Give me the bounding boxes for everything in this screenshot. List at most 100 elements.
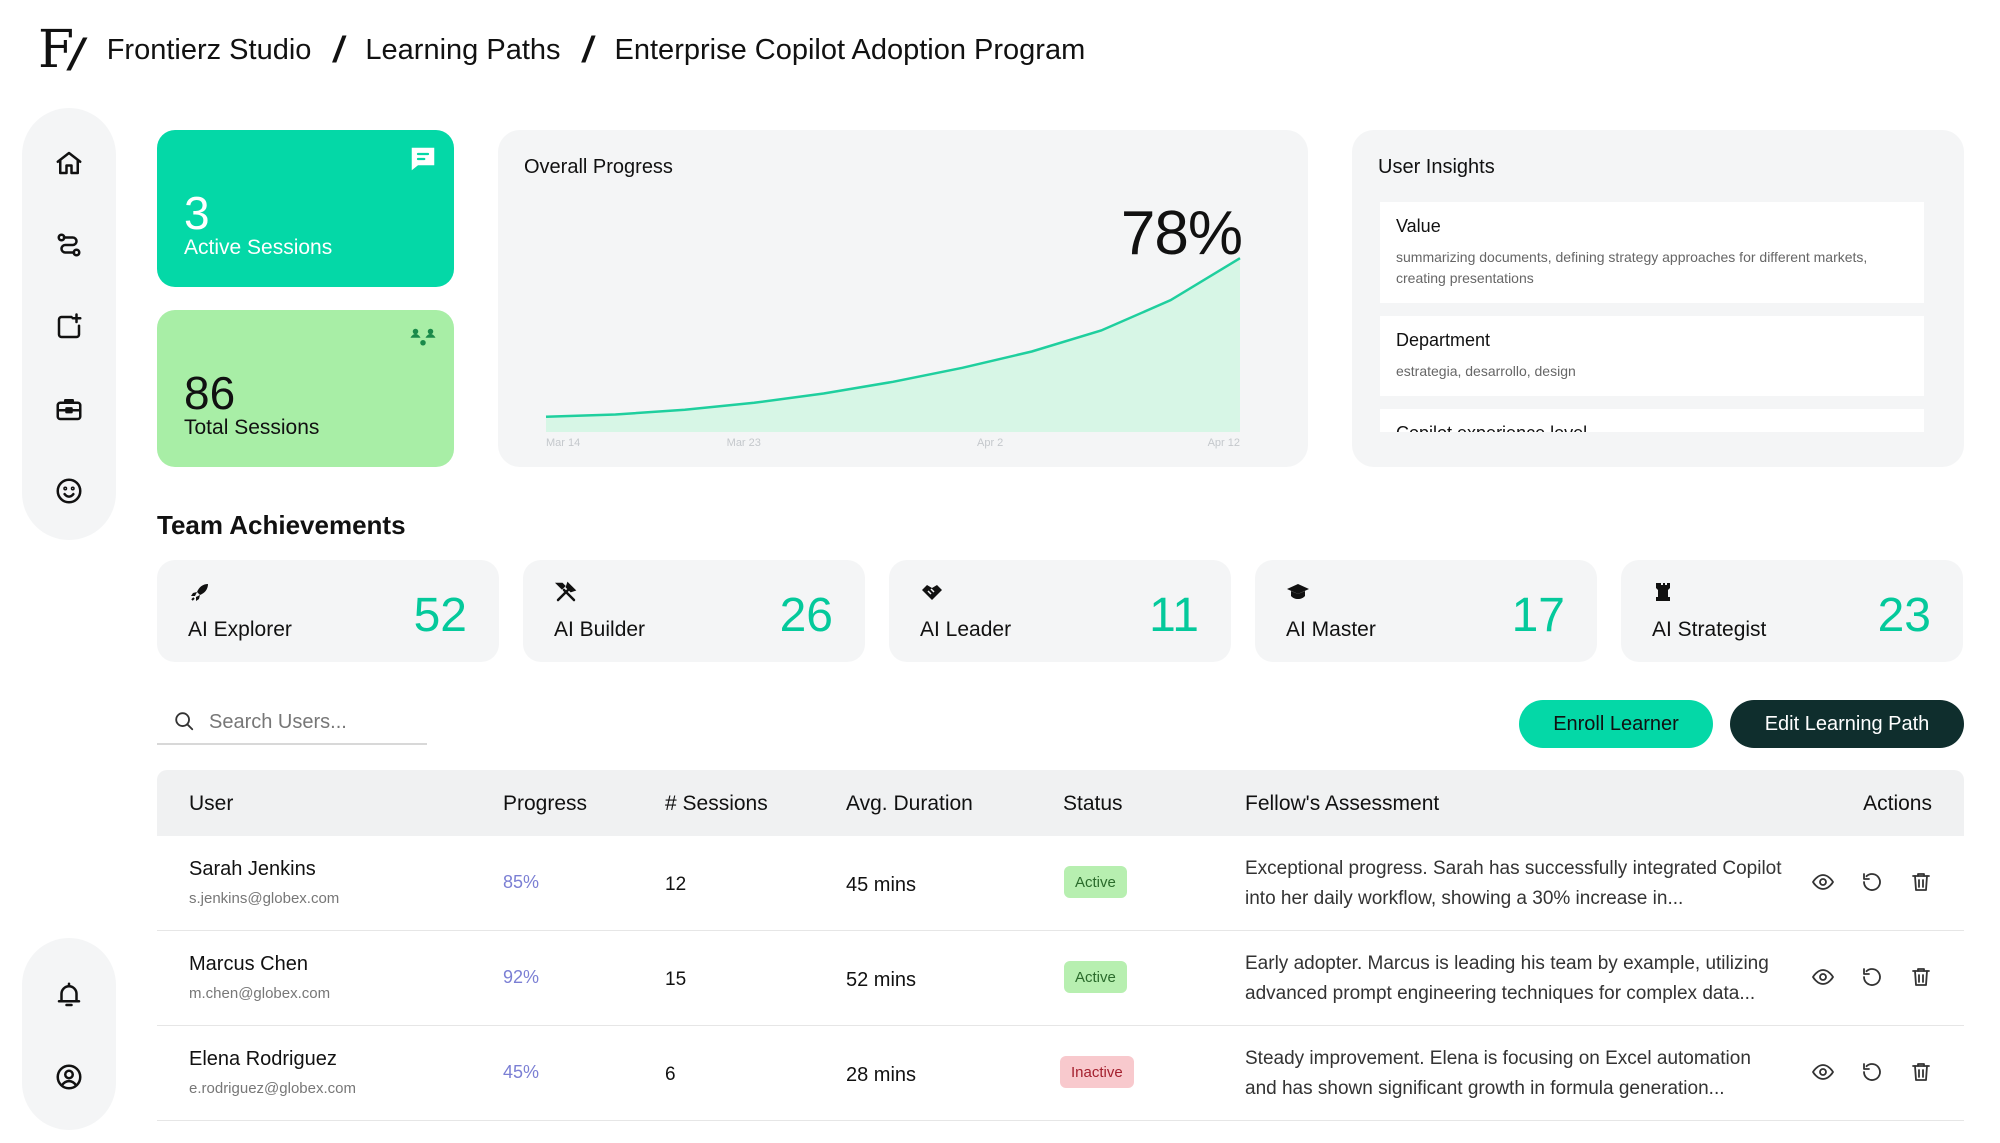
table-row[interactable]: Elena Rodriguez e.rodriguez@globex.com 4… (157, 1026, 1964, 1121)
people-icon (410, 328, 436, 346)
status-badge: Active (1064, 961, 1127, 993)
sidebar-utility (22, 938, 116, 1130)
column-header-assessment[interactable]: Fellow's Assessment (1245, 792, 1440, 815)
chess-rook-icon (1656, 583, 1670, 601)
achievement-ai-explorer: AI Explorer 52 (157, 560, 499, 662)
achievement-count: 17 (1511, 589, 1565, 642)
user-sessions: 15 (665, 969, 687, 990)
total-sessions-card: 86 Total Sessions (157, 310, 454, 467)
search-input[interactable] (209, 708, 419, 736)
trash-icon[interactable] (1907, 963, 1934, 990)
search-bar (157, 700, 427, 745)
achievement-label: AI Builder (554, 618, 646, 641)
user-email: e.rodriguez@globex.com (189, 1080, 356, 1097)
bell-icon[interactable] (48, 974, 90, 1016)
user-sessions: 12 (665, 874, 687, 895)
insight-label: Department (1396, 330, 1491, 350)
achievement-ai-builder: AI Builder 26 (523, 560, 865, 662)
insight-experience: Copilot experience level (1380, 409, 1924, 432)
achievement-ai-master: AI Master 17 (1255, 560, 1597, 662)
insight-label: Value (1396, 216, 1441, 236)
eye-icon[interactable] (1809, 1058, 1836, 1085)
reset-icon[interactable] (1858, 1058, 1885, 1085)
graduation-cap-icon (1287, 584, 1309, 599)
rocket-icon (191, 584, 208, 601)
reset-icon[interactable] (1858, 963, 1885, 990)
total-sessions-label: Total Sessions (184, 416, 320, 439)
table-row[interactable]: Sarah Jenkins s.jenkins@globex.com 85% 1… (157, 836, 1964, 931)
user-progress: 92% (503, 967, 540, 987)
column-header-status[interactable]: Status (1063, 792, 1123, 815)
achievement-ai-strategist: AI Strategist 23 (1621, 560, 1963, 662)
achievement-ai-leader: AI Leader 11 (889, 560, 1231, 662)
eye-icon[interactable] (1809, 868, 1836, 895)
brand-logo[interactable]: F/ (38, 20, 85, 80)
progress-line (545, 257, 1241, 419)
eye-icon[interactable] (1809, 963, 1836, 990)
breadcrumb-item-studio[interactable]: Frontierz Studio (106, 33, 312, 66)
column-header-actions: Actions (1863, 792, 1932, 815)
breadcrumb-separator: / (582, 29, 593, 70)
edit-learning-path-button[interactable]: Edit Learning Path (1730, 700, 1964, 748)
x-tick-label: Mar 23 (727, 437, 761, 449)
x-tick-label: Apr 12 (1208, 437, 1240, 449)
user-circle-icon[interactable] (48, 1056, 90, 1098)
chat-icon (411, 147, 435, 171)
home-icon[interactable] (48, 142, 90, 184)
route-icon[interactable] (48, 224, 90, 266)
active-sessions-value: 3 (184, 187, 210, 239)
column-header-sessions[interactable]: # Sessions (665, 792, 768, 815)
user-assessment: Early adopter. Marcus is leading his tea… (1245, 953, 1769, 1004)
achievement-count: 26 (779, 589, 833, 642)
reset-icon[interactable] (1858, 868, 1885, 895)
status-badge: Active (1064, 866, 1127, 898)
achievement-label: AI Explorer (188, 618, 292, 641)
user-duration: 45 mins (846, 874, 917, 896)
insights-list[interactable]: Value summarizing documents, defining st… (1380, 202, 1924, 432)
column-header-progress[interactable]: Progress (503, 792, 588, 815)
smile-icon[interactable] (48, 470, 90, 512)
active-sessions-label: Active Sessions (184, 236, 333, 259)
row-actions (1809, 1058, 1934, 1085)
achievement-label: AI Leader (920, 618, 1012, 641)
insight-text: summarizing documents, defining strategy… (1396, 249, 1868, 286)
achievement-label: AI Strategist (1652, 618, 1767, 641)
share-icon[interactable] (48, 306, 90, 348)
breadcrumb-item-learning-paths[interactable]: Learning Paths (365, 33, 561, 66)
user-name: Elena Rodriguez (189, 1048, 337, 1070)
column-header-user[interactable]: User (189, 792, 234, 815)
insight-label: Copilot experience level (1396, 423, 1908, 432)
insight-text: estrategia, desarrollo, design (1396, 363, 1576, 379)
row-actions (1809, 868, 1934, 895)
progress-area (546, 258, 1240, 432)
trash-icon[interactable] (1907, 1058, 1934, 1085)
sidebar-nav (22, 108, 116, 540)
table-header: User Progress # Sessions Avg. Duration S… (157, 770, 1964, 836)
total-sessions-value: 86 (184, 367, 236, 419)
status-badge: Inactive (1060, 1056, 1134, 1088)
breadcrumb-item-program: Enterprise Copilot Adoption Program (614, 33, 1086, 66)
insight-department: Department estrategia, desarrollo, desig… (1380, 316, 1924, 396)
trash-icon[interactable] (1907, 868, 1934, 895)
handshake-icon (922, 585, 942, 600)
user-progress: 85% (503, 872, 540, 892)
achievement-count: 52 (413, 589, 467, 642)
user-duration: 52 mins (846, 969, 917, 991)
progress-title: Overall Progress (524, 156, 673, 178)
x-tick-label: Apr 2 (977, 437, 1003, 449)
active-sessions-card: 3 Active Sessions (157, 130, 454, 287)
column-header-duration[interactable]: Avg. Duration (846, 792, 973, 815)
user-assessment: Steady improvement. Elena is focusing on… (1245, 1048, 1751, 1099)
briefcase-icon[interactable] (48, 388, 90, 430)
user-insights-panel: User Insights Value summarizing document… (1352, 130, 1964, 467)
x-tick-label: Mar 14 (546, 437, 580, 449)
overall-progress-panel: Overall Progress 78% Mar 14 Mar 23 Apr 2 Ap… (498, 130, 1308, 467)
user-duration: 28 mins (846, 1064, 917, 1086)
enroll-learner-button[interactable]: Enroll Learner (1519, 700, 1713, 748)
team-achievements-title: Team Achievements (157, 510, 406, 540)
user-name: Sarah Jenkins (189, 858, 316, 880)
achievement-label: AI Master (1286, 618, 1376, 641)
table-row[interactable]: Marcus Chen m.chen@globex.com 92% 15 52 … (157, 931, 1964, 1026)
user-sessions: 6 (665, 1064, 676, 1085)
search-icon (175, 712, 194, 731)
